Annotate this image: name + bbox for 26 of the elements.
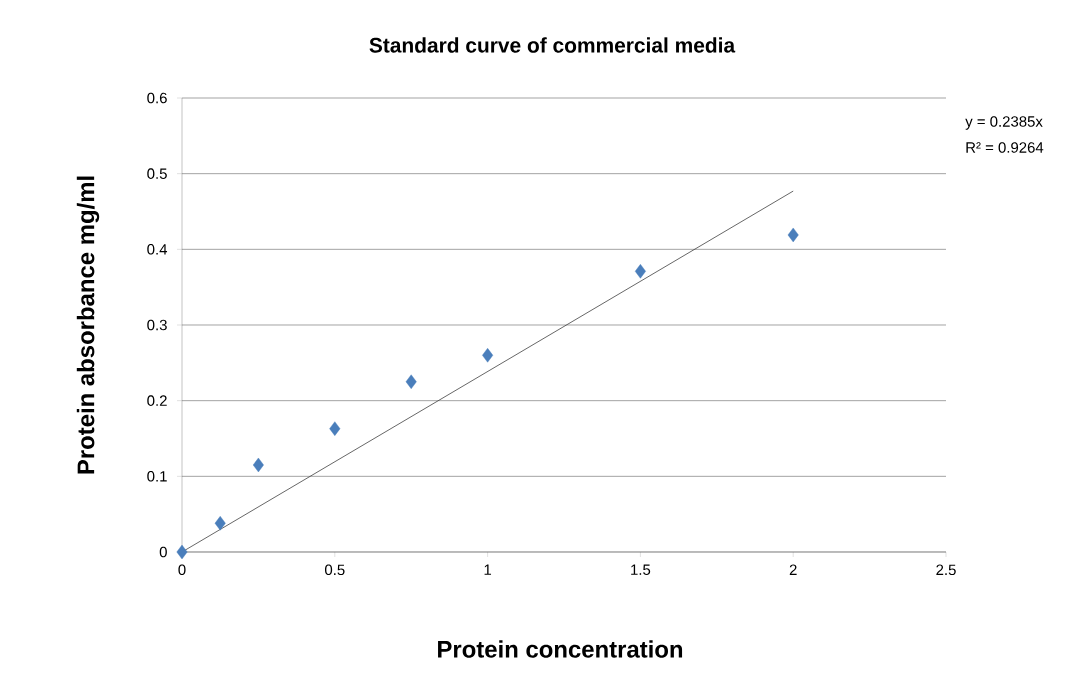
point	[176, 544, 188, 560]
point	[252, 457, 264, 473]
point	[214, 516, 226, 531]
y-tick-label: 0.1	[147, 471, 167, 482]
x-axis-title: Protein concentration	[438, 640, 683, 658]
text: y = 0.2385x	[965, 116, 1043, 130]
x-tick-label: 0.5	[324, 564, 345, 576]
y-axis-title: Protein absorbance mg/ml	[76, 176, 100, 474]
y-tick-label: 0	[159, 546, 167, 558]
y-tick-label: 0.5	[147, 168, 167, 179]
point	[634, 264, 646, 279]
x-tick-label: 2.5	[936, 564, 956, 576]
y-tick-label: 0.2	[147, 395, 167, 406]
x-tick-label: 1	[484, 564, 492, 575]
point	[329, 421, 341, 436]
point	[405, 374, 417, 389]
y-tick-label: 0.3	[147, 319, 167, 331]
chart-title: Standard curve of commercial media	[369, 37, 736, 53]
x-tick-label: 2	[789, 564, 797, 575]
y-tick-label: 0.4	[147, 244, 168, 255]
y-tick-label: 0.6	[147, 92, 167, 104]
text: R² = 0.9264	[966, 142, 1044, 153]
x-tick-label: 0	[178, 564, 186, 576]
point	[482, 348, 494, 363]
x-tick-label: 1.5	[631, 564, 651, 575]
point	[787, 227, 799, 243]
